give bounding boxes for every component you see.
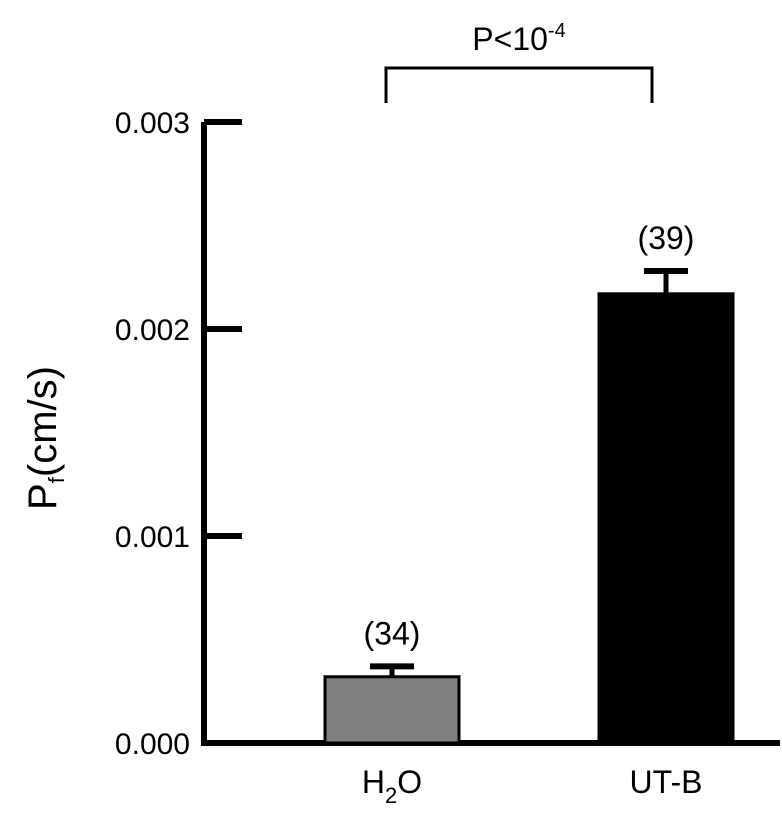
y-tick-label: 0.000 (115, 728, 190, 761)
y-tick-label: 0.001 (115, 521, 190, 554)
significance-label: P<10-4 (472, 20, 565, 57)
significance-bracket-line (384, 66, 654, 103)
bar-utb (597, 292, 735, 745)
category-label-utb: UT-B (630, 764, 703, 800)
category-labels: H2O UT-B (362, 764, 703, 808)
y-ticks: 0.000 0.001 0.002 0.003 (115, 107, 242, 761)
y-axis-title: Pf(cm/s) (21, 366, 69, 510)
error-bars (370, 268, 688, 677)
bars (323, 292, 735, 745)
bar-h2o (323, 675, 461, 745)
n-label: (39) (638, 220, 695, 256)
y-axis-title-unit: (cm/s) (21, 366, 65, 477)
y-axis-title-subscript: f (44, 476, 69, 483)
significance-bracket: P<10-4 (384, 20, 654, 103)
n-label: (34) (364, 615, 421, 651)
n-labels: (34) (39) (364, 220, 695, 651)
category-label-h2o: H2O (362, 764, 422, 808)
y-tick-label: 0.002 (115, 314, 190, 347)
y-axis-title-main: P (21, 483, 65, 510)
y-tick-label: 0.003 (115, 107, 190, 140)
